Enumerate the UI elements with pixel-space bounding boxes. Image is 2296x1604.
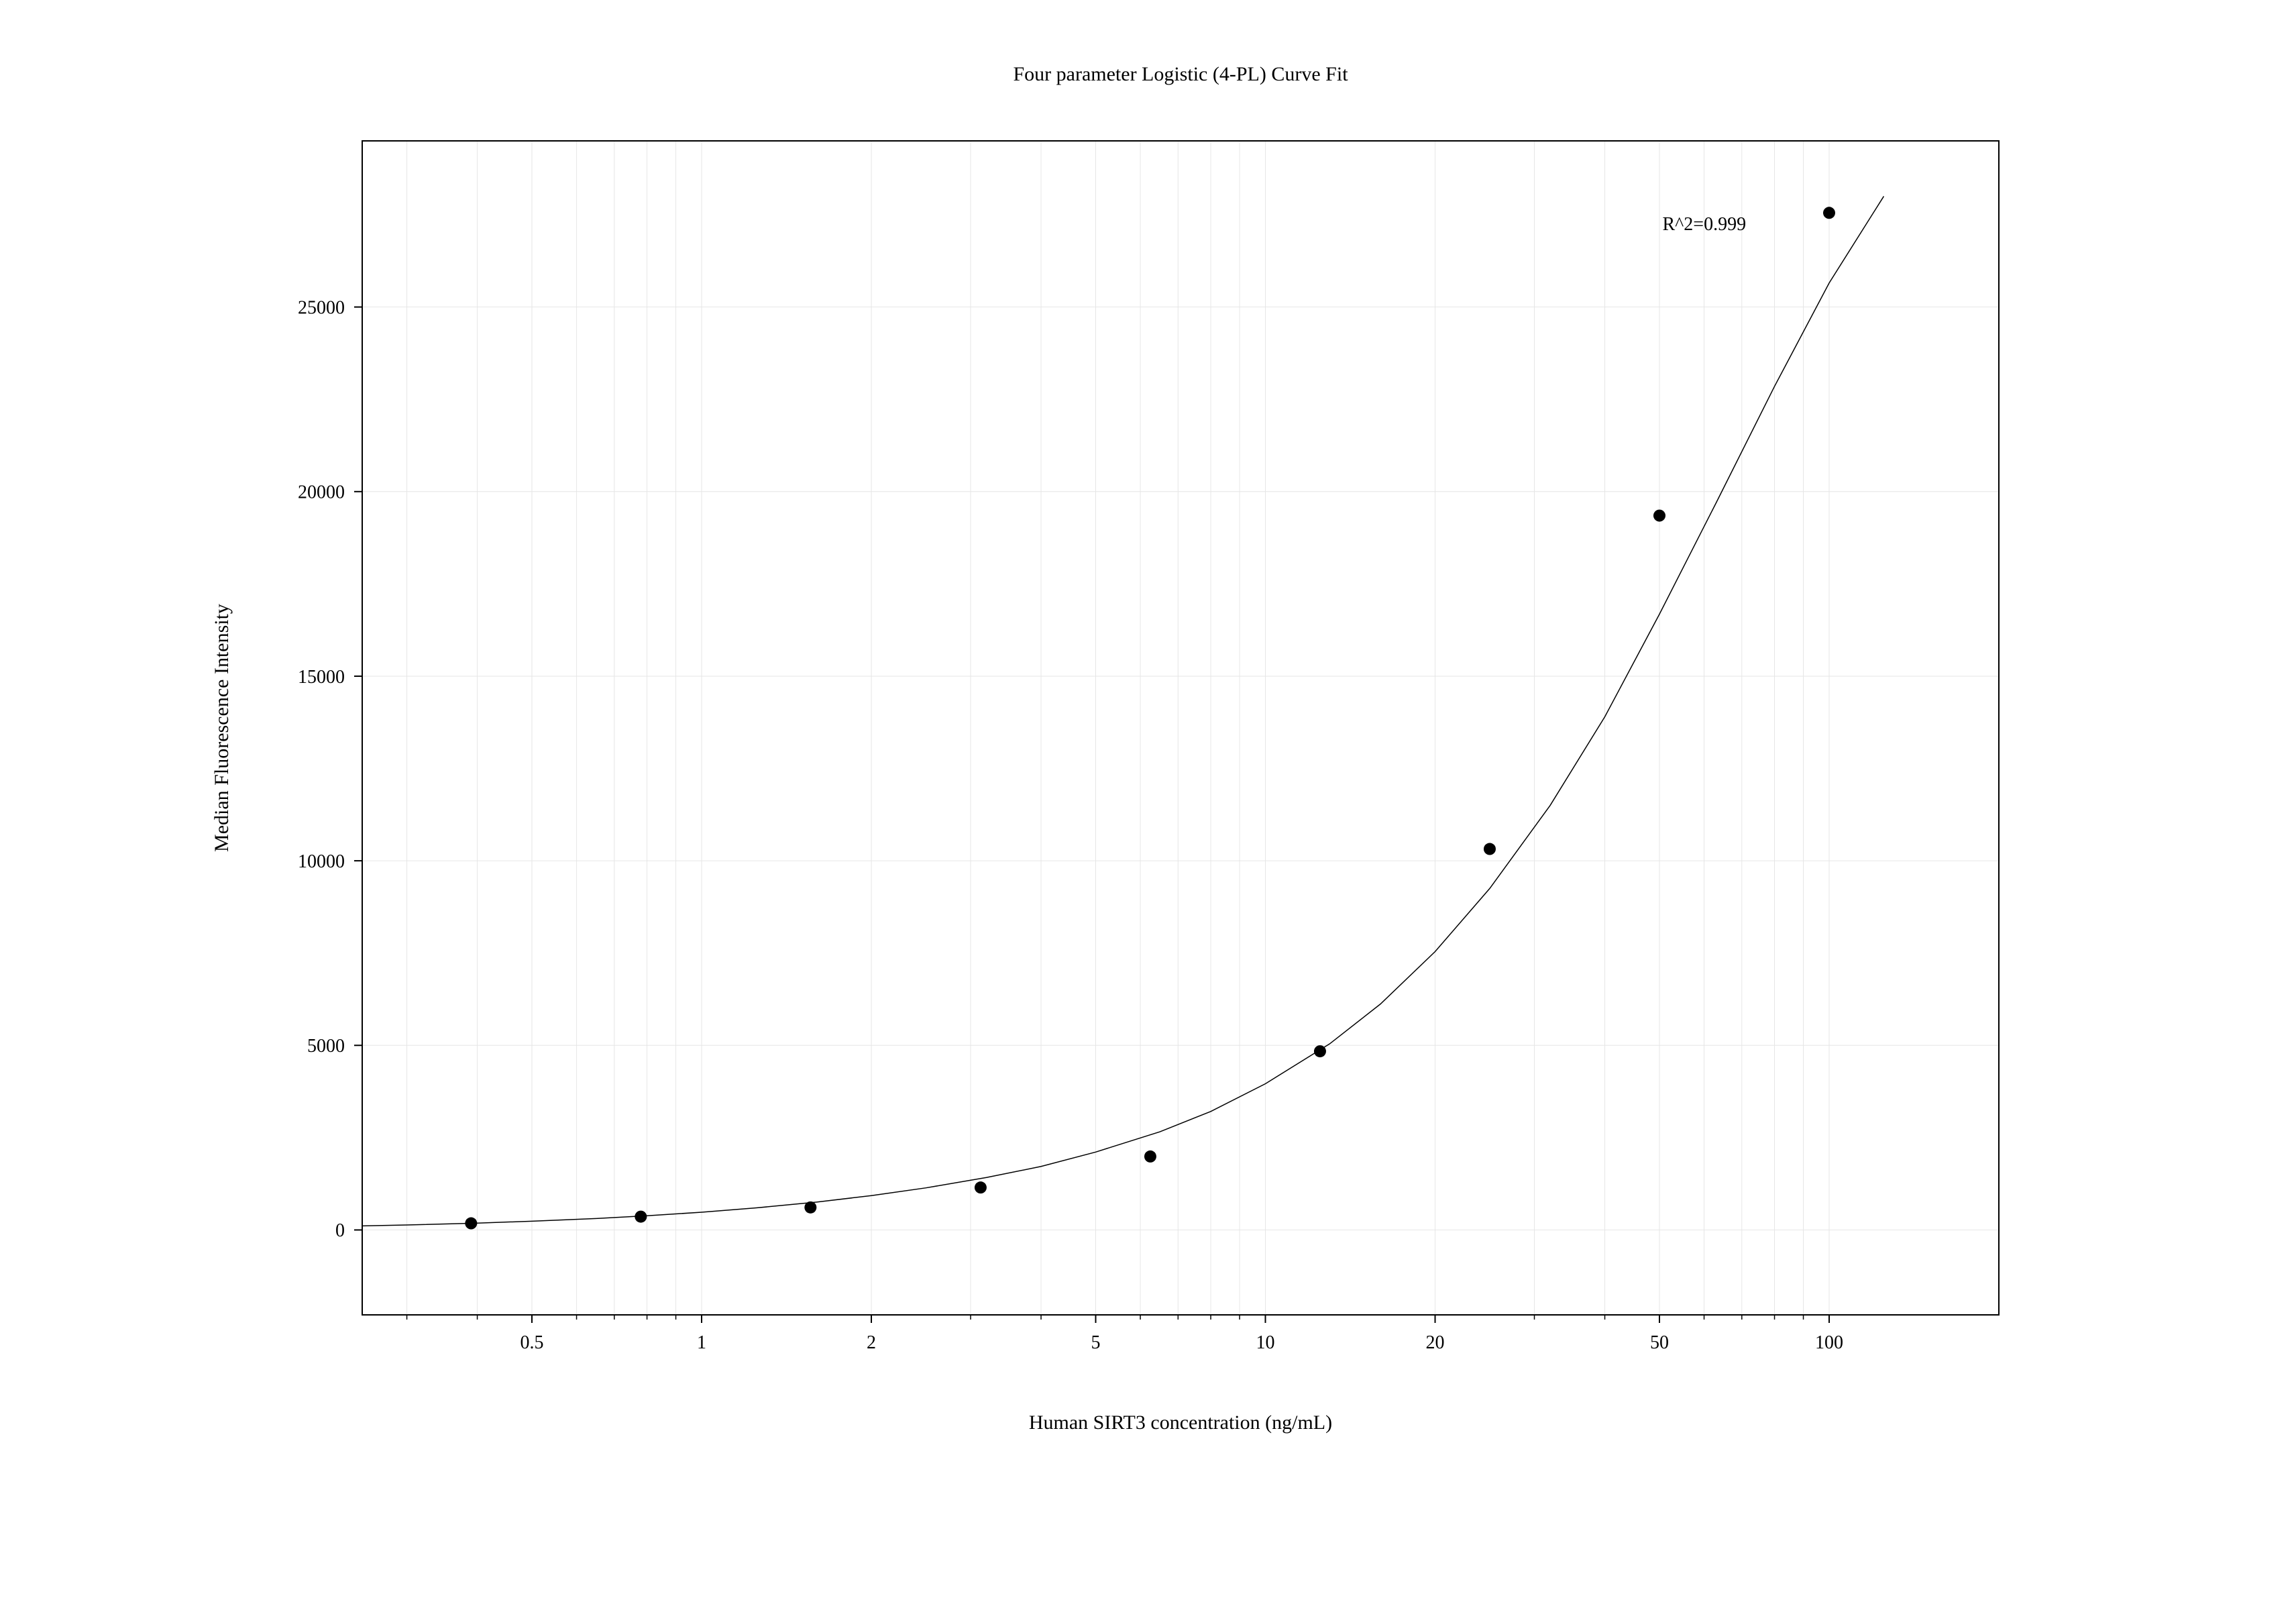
x-tick-label: 20 <box>1426 1332 1445 1353</box>
chart-container: 0.5 1 2 5 10 20 50 100 0 5000 10000 15000 20000 25000… <box>0 0 2296 1604</box>
chart-background <box>0 0 2296 1604</box>
y-tick-label: 0 <box>335 1220 345 1241</box>
x-tick-label: 10 <box>1256 1332 1275 1353</box>
y-tick-label: 20000 <box>298 482 345 503</box>
data-point <box>1823 207 1835 219</box>
y-tick-label: 25000 <box>298 297 345 318</box>
data-point <box>804 1201 816 1214</box>
x-tick-label: 5 <box>1091 1332 1100 1353</box>
y-axis-label: Median Fluorescence Intensity <box>211 604 233 852</box>
x-tick-label: 100 <box>1815 1332 1843 1353</box>
y-tick-label: 5000 <box>307 1036 345 1057</box>
x-axis-label: Human SIRT3 concentration (ng/mL) <box>1029 1411 1332 1434</box>
x-tick-label: 2 <box>867 1332 876 1353</box>
x-tick-label: 0.5 <box>521 1332 544 1353</box>
data-point <box>1314 1045 1326 1057</box>
x-tick-label: 1 <box>697 1332 706 1353</box>
data-point <box>975 1181 987 1193</box>
chart-svg: 0.5 1 2 5 10 20 50 100 0 5000 10000 15000 20000 25000… <box>0 0 2296 1604</box>
y-tick-label: 10000 <box>298 851 345 872</box>
chart-title: Four parameter Logistic (4-PL) Curve Fit <box>1013 63 1348 85</box>
r-squared-annotation: R^2=0.999 <box>1662 214 1746 235</box>
data-point <box>1144 1151 1156 1163</box>
data-point <box>1484 843 1496 855</box>
data-point <box>635 1211 647 1223</box>
x-tick-label: 50 <box>1650 1332 1669 1353</box>
data-point <box>465 1218 477 1230</box>
data-point <box>1653 510 1665 522</box>
y-tick-label: 15000 <box>298 667 345 688</box>
